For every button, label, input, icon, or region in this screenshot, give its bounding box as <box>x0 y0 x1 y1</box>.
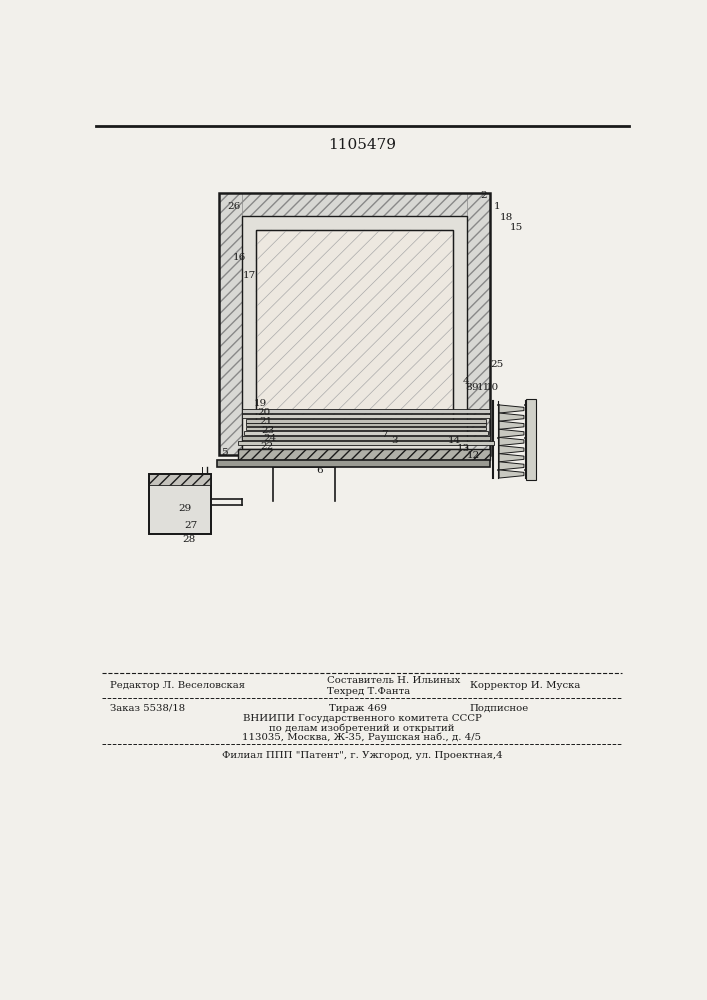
Text: 6: 6 <box>316 466 322 475</box>
Polygon shape <box>499 454 524 462</box>
Text: 18: 18 <box>501 213 513 222</box>
Polygon shape <box>499 470 524 478</box>
Bar <box>242 409 490 413</box>
Polygon shape <box>499 437 524 446</box>
Polygon shape <box>499 405 524 413</box>
Text: 21: 21 <box>259 417 272 426</box>
Text: 1105479: 1105479 <box>328 138 396 152</box>
Bar <box>246 423 486 426</box>
Text: 13: 13 <box>457 444 470 453</box>
Bar <box>526 399 535 480</box>
Bar <box>246 419 486 423</box>
Text: 22: 22 <box>260 442 273 451</box>
Text: 7: 7 <box>381 430 387 439</box>
Text: 8: 8 <box>466 383 472 392</box>
Bar <box>149 474 211 534</box>
Text: 28: 28 <box>182 535 196 544</box>
Text: Филиал ППП "Патент", г. Ужгород, ул. Проектная,4: Филиал ППП "Патент", г. Ужгород, ул. Про… <box>221 751 502 760</box>
Bar <box>238 449 490 460</box>
Text: 16: 16 <box>233 253 246 262</box>
Bar <box>218 193 490 455</box>
Text: ВНИИПИ Государственного комитета СССР: ВНИИПИ Государственного комитета СССР <box>243 714 481 723</box>
Text: Техред Т.Фанта: Техред Т.Фанта <box>327 687 410 696</box>
Bar <box>242 436 490 440</box>
Text: 17: 17 <box>243 271 256 280</box>
Bar <box>467 193 490 455</box>
Text: 1: 1 <box>494 202 501 211</box>
Text: 29: 29 <box>179 504 192 513</box>
Text: Заказ 5538/18: Заказ 5538/18 <box>110 704 185 713</box>
Text: 12: 12 <box>467 451 480 460</box>
Bar <box>238 441 493 445</box>
Text: Подписное: Подписное <box>469 704 529 713</box>
Text: 9: 9 <box>472 383 479 392</box>
Polygon shape <box>499 446 524 454</box>
Text: 23: 23 <box>262 426 275 435</box>
Bar <box>217 460 490 467</box>
Text: 15: 15 <box>510 223 522 232</box>
Text: 5: 5 <box>221 448 228 457</box>
Text: 3: 3 <box>391 436 398 445</box>
Bar <box>256 230 452 424</box>
Text: 11: 11 <box>477 383 490 392</box>
Bar <box>242 216 467 449</box>
Text: 26: 26 <box>228 202 240 211</box>
Bar <box>256 230 452 424</box>
Text: 2: 2 <box>480 191 487 200</box>
Bar <box>149 474 211 485</box>
Text: Корректор И. Муска: Корректор И. Муска <box>469 681 580 690</box>
Bar <box>244 431 488 435</box>
Polygon shape <box>499 413 524 421</box>
Text: 10: 10 <box>486 383 498 392</box>
Text: по делам изобретений и открытий: по делам изобретений и открытий <box>269 724 455 733</box>
Bar <box>218 193 490 216</box>
Text: 27: 27 <box>184 521 197 530</box>
Text: Тираж 469: Тираж 469 <box>329 704 387 713</box>
Text: 25: 25 <box>490 360 503 369</box>
Polygon shape <box>499 429 524 437</box>
Text: 14: 14 <box>448 436 461 445</box>
Text: Редактор Л. Веселовская: Редактор Л. Веселовская <box>110 681 245 690</box>
Bar <box>149 474 211 534</box>
Bar <box>246 427 486 430</box>
Text: 24: 24 <box>263 434 276 443</box>
Text: 19: 19 <box>254 399 267 408</box>
Polygon shape <box>499 421 524 429</box>
Bar <box>218 193 242 455</box>
Text: Составитель Н. Ильиных: Составитель Н. Ильиных <box>327 676 460 685</box>
Text: 4: 4 <box>462 377 469 386</box>
Text: 113035, Москва, Ж-35, Раушская наб., д. 4/5: 113035, Москва, Ж-35, Раушская наб., д. … <box>243 733 481 742</box>
Polygon shape <box>499 462 524 470</box>
Bar <box>242 414 490 418</box>
Text: 20: 20 <box>257 408 270 417</box>
